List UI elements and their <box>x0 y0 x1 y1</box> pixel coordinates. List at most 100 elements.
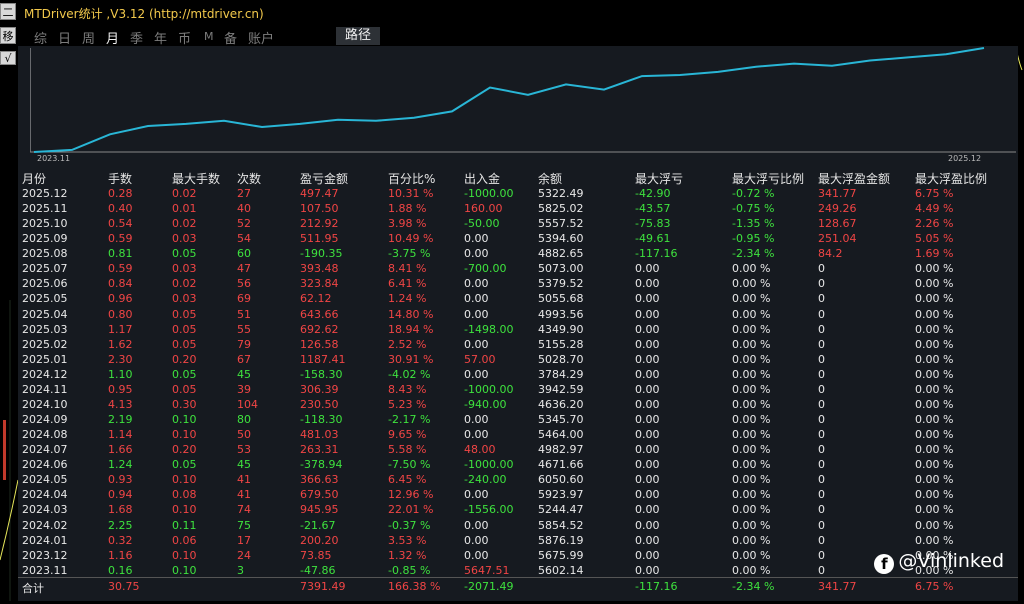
table-row[interactable]: 2024.01 0.32 0.06 17 200.20 3.53 % 0.00 5876.19… <box>18 534 1018 549</box>
window-title: MTDriver统计 ,V3.12 (http://mtdriver.cn) <box>24 7 264 21</box>
cell-max-drawdown-pct: 0.00 % <box>732 443 771 457</box>
cell-max-float-profit: 251.04 <box>818 232 857 246</box>
cell-pnl: 263.31 <box>300 443 339 457</box>
table-row[interactable]: 2025.02 1.62 0.05 79 126.58 2.52 % 0.00 5155.28… <box>18 338 1018 353</box>
table-row[interactable]: 2024.07 1.66 0.20 53 263.31 5.58 % 48.00 4982.9… <box>18 443 1018 458</box>
cell-flow: -1498.00 <box>464 322 514 336</box>
header-count: 次数 <box>237 172 262 186</box>
cell-balance: 4982.97 <box>538 443 584 457</box>
tab-day[interactable]: 日 <box>58 32 72 47</box>
cell-balance: 5055.68 <box>538 292 584 306</box>
tab-year[interactable]: 年 <box>154 32 168 47</box>
cell-month: 2025.09 <box>22 232 68 246</box>
cell-pnl: 73.85 <box>300 548 332 562</box>
cell-pnl: 230.50 <box>300 397 339 411</box>
cell-balance: 6050.60 <box>538 473 584 487</box>
cell-max-drawdown-pct: -1.35 % <box>732 217 775 231</box>
cell-max-float-profit-pct: 0.00 % <box>915 443 954 457</box>
table-row[interactable]: 2025.05 0.96 0.03 69 62.12 1.24 % 0.00 5055.68 0… <box>18 292 1018 307</box>
tab-week[interactable]: 周 <box>82 32 96 47</box>
cell-max-float-profit-pct: 0.00 % <box>915 322 954 336</box>
path-button[interactable]: 路径 <box>336 27 380 45</box>
cell-pnl: 200.20 <box>300 533 339 547</box>
table-row[interactable]: 2025.01 2.30 0.20 67 1187.41 30.91 % 57.00 5028… <box>18 353 1018 368</box>
cell-flow: -1000.00 <box>464 458 514 472</box>
cell-max-drawdown: -43.57 <box>635 202 671 216</box>
table-row[interactable]: 2025.10 0.54 0.02 52 212.92 3.98 % -50.00 5557.… <box>18 217 1018 232</box>
cell-month: 2025.12 <box>22 187 68 200</box>
cell-balance: 5394.60 <box>538 232 584 246</box>
cell-max-float-profit: 0 <box>818 428 825 442</box>
table-row[interactable]: 2025.08 0.81 0.05 60 -190.35 -3.75 % 0.00 4882.… <box>18 247 1018 262</box>
table-row[interactable]: 2025.09 0.59 0.03 54 511.95 10.49 % 0.00 5394.6… <box>18 232 1018 247</box>
tab-currency[interactable]: 币 <box>178 32 192 47</box>
cell-pnl: 306.39 <box>300 382 339 396</box>
tab-account[interactable]: 账户 <box>248 32 275 47</box>
header-balance: 余额 <box>538 172 563 186</box>
table-row[interactable]: 2024.03 1.68 0.10 74 945.95 22.01 % -1556.00 52… <box>18 503 1018 518</box>
table-row[interactable]: 2024.11 0.95 0.05 39 306.39 8.43 % -1000.00 394… <box>18 383 1018 398</box>
left-button-2[interactable]: 移 <box>0 27 16 44</box>
cell-pnl: 107.50 <box>300 202 339 216</box>
cell-max-drawdown: 0.00 <box>635 352 660 366</box>
table-row[interactable]: 2025.06 0.84 0.02 56 323.84 6.41 % 0.00 5379.52… <box>18 277 1018 292</box>
cell-max-lots: 0.11 <box>172 518 197 532</box>
table-row[interactable]: 2024.06 1.24 0.05 45 -378.94 -7.50 % -1000.00 4… <box>18 458 1018 473</box>
cell-flow: 0.00 <box>464 488 489 502</box>
cell-count: 80 <box>237 413 251 427</box>
cell-balance: 5244.47 <box>538 503 584 517</box>
balance-line <box>33 47 985 153</box>
cell-pnl: 511.95 <box>300 232 339 246</box>
cell-flow: 0.00 <box>464 337 489 351</box>
table-row[interactable]: 2024.09 2.19 0.10 80 -118.30 -2.17 % 0.00 5345.… <box>18 413 1018 428</box>
table-row[interactable]: 2025.11 0.40 0.01 40 107.50 1.88 % 160.00 5825.… <box>18 202 1018 217</box>
table-row[interactable]: 2025.07 0.59 0.03 47 393.48 8.41 % -700.00 5073… <box>18 262 1018 277</box>
table-row[interactable]: 2024.02 2.25 0.11 75 -21.67 -0.37 % 0.00 5854.5… <box>18 519 1018 534</box>
cell-month: 2024.01 <box>22 533 68 547</box>
cell-max-drawdown-pct: -0.72 % <box>732 187 775 200</box>
tab-quarter[interactable]: 季 <box>130 32 144 47</box>
cell-pnl: -378.94 <box>300 458 343 472</box>
table-row[interactable]: 2025.03 1.17 0.05 55 692.62 18.94 % -1498.00 43… <box>18 323 1018 338</box>
cell-max-float-profit: 0 <box>818 563 825 577</box>
table-row[interactable]: 2025.12 0.28 0.02 27 497.47 10.31 % -1000.00 53… <box>18 187 1018 202</box>
cell-lots: 2.30 <box>108 352 133 366</box>
table-row[interactable]: 2024.05 0.93 0.10 41 366.63 6.45 % -240.00 6050… <box>18 473 1018 488</box>
cell-count: 3 <box>237 563 244 577</box>
cell-max-drawdown: 0.00 <box>635 337 660 351</box>
tab-note[interactable]: 备 <box>224 32 238 47</box>
table-row[interactable]: 2024.08 1.14 0.10 50 481.03 9.65 % 0.00 5464.00… <box>18 428 1018 443</box>
cell-max-float-profit: 0 <box>818 413 825 427</box>
table-row[interactable]: 2025.04 0.80 0.05 51 643.66 14.80 % 0.00 4993.5… <box>18 308 1018 323</box>
cell-max-float-profit-pct: 0.00 % <box>915 488 954 502</box>
cell-lots: 0.54 <box>108 217 133 231</box>
left-button-3[interactable]: √ <box>0 51 16 65</box>
table-row[interactable]: 2024.12 1.10 0.05 45 -158.30 -4.02 % 0.00 3784.… <box>18 368 1018 383</box>
table-row[interactable]: 2024.10 4.13 0.30 104 230.50 5.23 % -940.00 463… <box>18 398 1018 413</box>
cell-flow: 0.00 <box>464 533 489 547</box>
cell-percent: 10.49 % <box>388 232 434 246</box>
cell-balance: 5073.00 <box>538 262 584 276</box>
cell-max-drawdown: 0.00 <box>635 563 660 577</box>
cell-flow: 0.00 <box>464 548 489 562</box>
cell-max-drawdown: 0.00 <box>635 277 660 291</box>
tab-month[interactable]: 月 <box>106 32 120 47</box>
cell-count: 69 <box>237 292 251 306</box>
cell-percent: -4.02 % <box>388 367 431 381</box>
table-row[interactable]: 2023.12 1.16 0.10 24 73.85 1.32 % 0.00 5675.99 0… <box>18 549 1018 564</box>
cell-pnl: 212.92 <box>300 217 339 231</box>
cell-max-drawdown-pct: -0.95 % <box>732 232 775 246</box>
cell-lots: 0.59 <box>108 262 133 276</box>
tab-m[interactable]: M <box>204 30 214 43</box>
cell-max-drawdown-pct: 0.00 % <box>732 413 771 427</box>
cell-month: 2024.07 <box>22 443 68 457</box>
cell-month: 2025.11 <box>22 202 68 216</box>
table-row[interactable]: 2024.04 0.94 0.08 41 679.50 12.96 % 0.00 5923.9… <box>18 488 1018 503</box>
cell-month: 2024.09 <box>22 413 68 427</box>
table-row[interactable]: 2023.11 0.16 0.10 3 -47.86 -0.85 % 5647.51 5602… <box>18 564 1018 579</box>
cell-flow: 48.00 <box>464 443 496 457</box>
cell-max-lots: 0.10 <box>172 473 197 487</box>
tab-summary[interactable]: 综 <box>34 32 48 47</box>
left-button-1[interactable]: 二 <box>0 3 16 20</box>
cell-max-float-profit-pct: 1.69 % <box>915 247 954 261</box>
